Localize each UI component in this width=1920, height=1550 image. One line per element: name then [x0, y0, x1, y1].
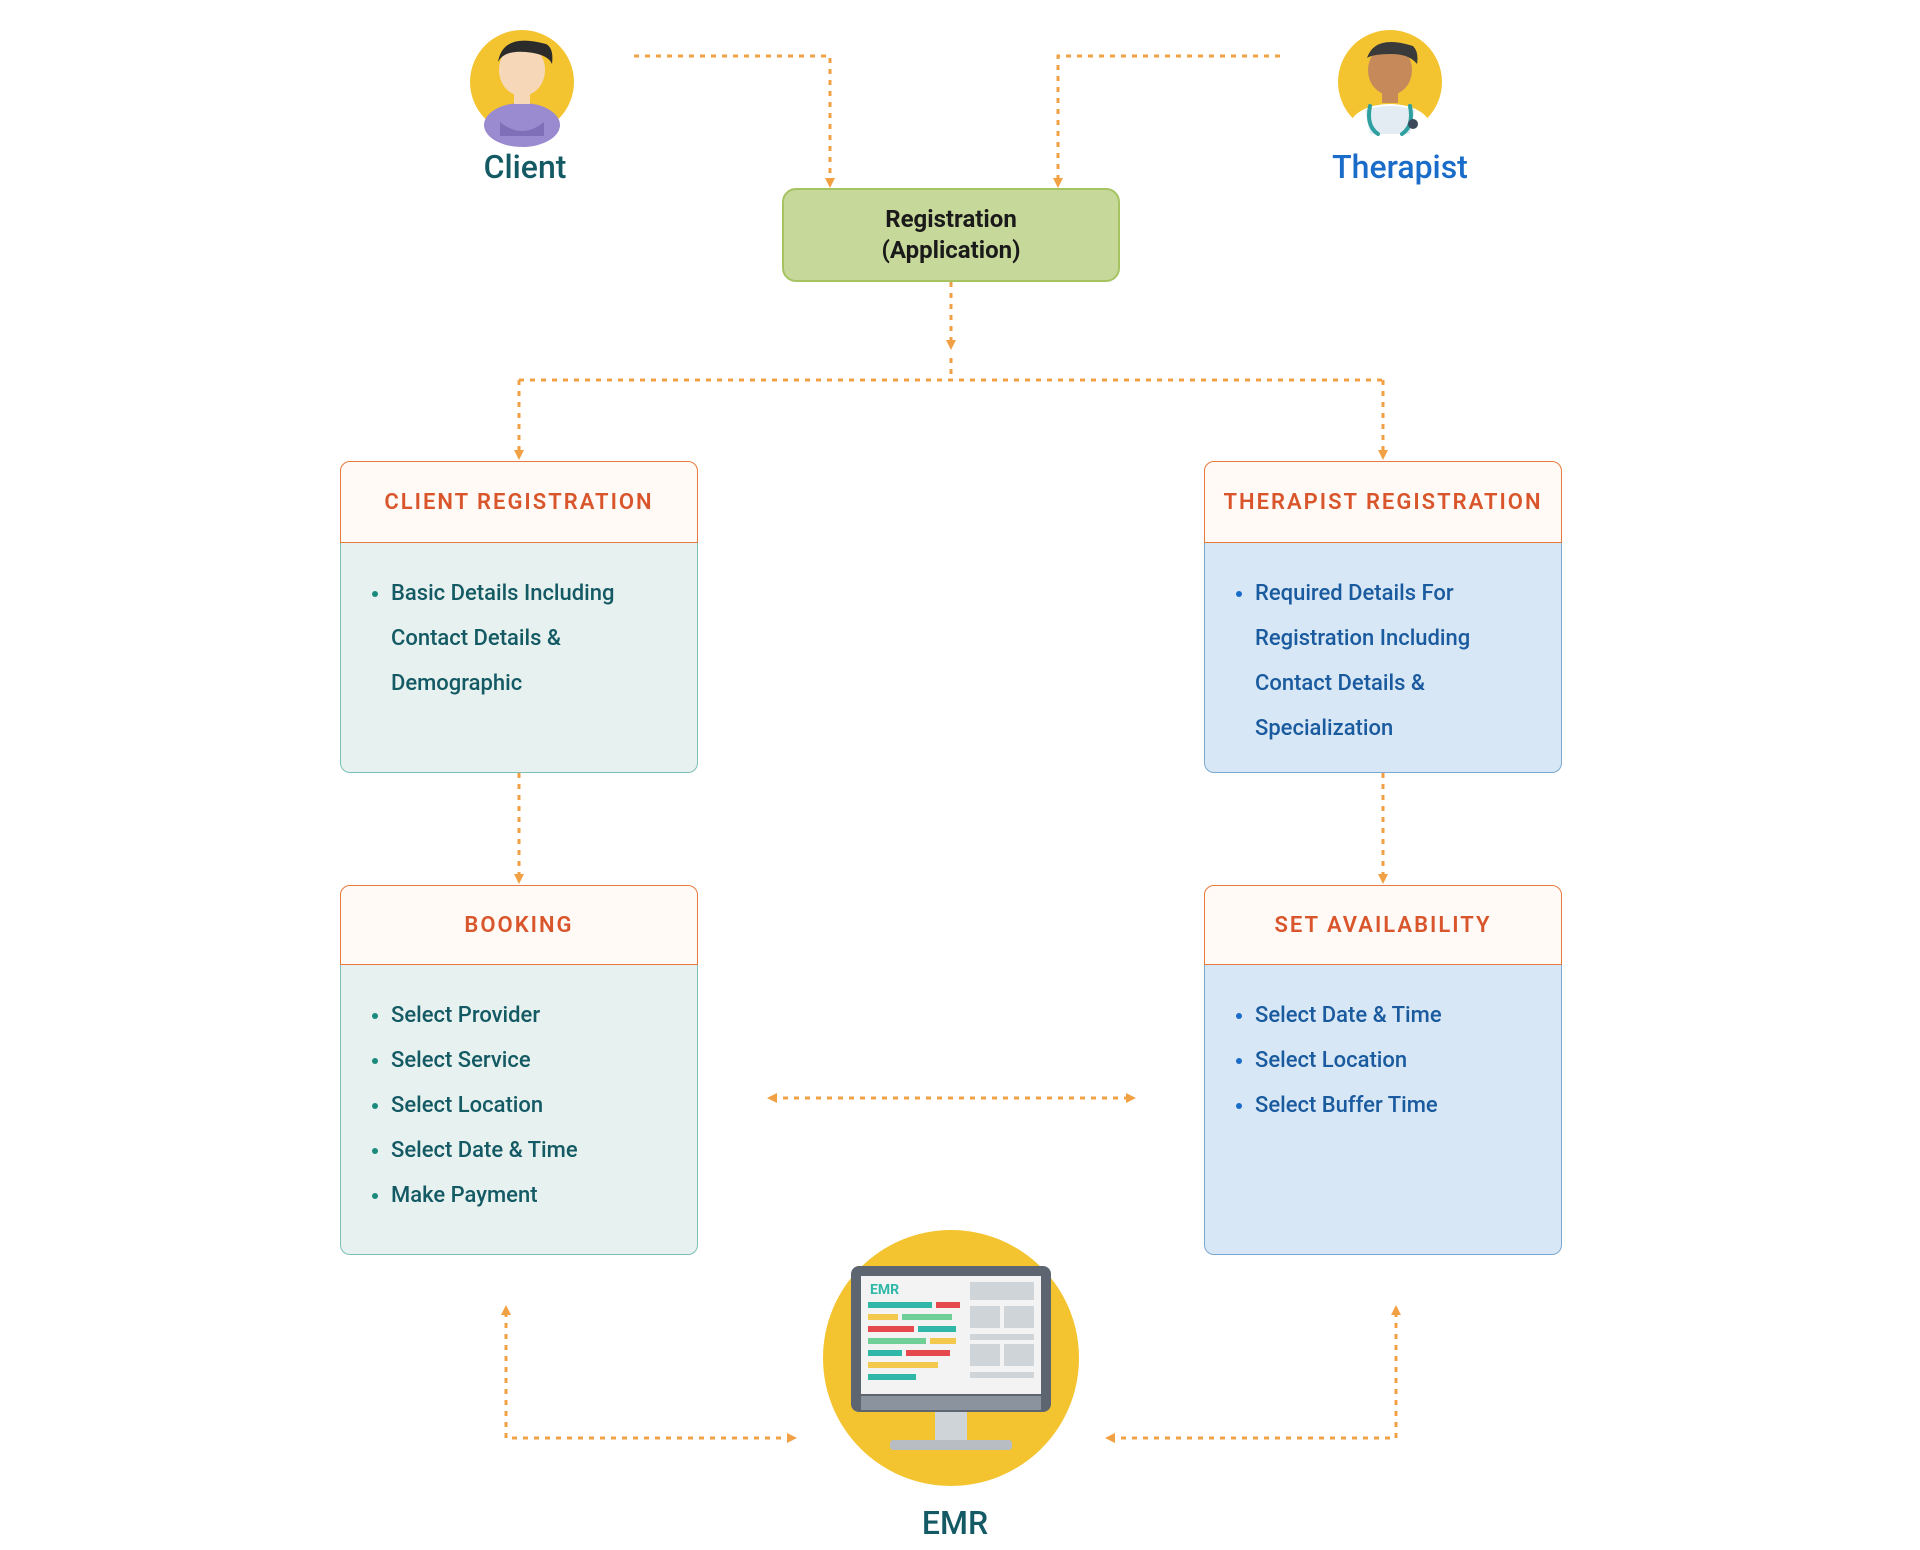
diagram-canvas: EMR Client Therapist Regis	[0, 0, 1920, 1550]
registration-box: Registration (Application)	[782, 188, 1120, 282]
availability-body: Select Date & TimeSelect LocationSelect …	[1204, 965, 1562, 1255]
arrow-client-to-reg-down	[634, 56, 830, 183]
therapist-avatar-icon	[1338, 30, 1442, 148]
booking-list: Select ProviderSelect ServiceSelect Loca…	[369, 993, 669, 1218]
therapist-reg-item: Required Details For Registration Includ…	[1255, 571, 1533, 751]
availability-list: Select Date & TimeSelect LocationSelect …	[1233, 993, 1533, 1128]
booking-head: BOOKING	[340, 885, 698, 965]
therapist-label: Therapist	[1300, 148, 1500, 186]
registration-line1: Registration	[794, 204, 1108, 235]
availability-head: SET AVAILABILITY	[1204, 885, 1562, 965]
client-registration-body: Basic Details Including Contact Details …	[340, 543, 698, 773]
client-label: Client	[440, 148, 610, 186]
client-registration-head: CLIENT REGISTRATION	[340, 461, 698, 543]
booking-item: Select Service	[391, 1038, 669, 1083]
emr-screen-label: EMR	[870, 1282, 899, 1298]
availability-item: Select Location	[1255, 1038, 1533, 1083]
client-reg-item: Basic Details Including Contact Details …	[391, 571, 669, 706]
booking-body: Select ProviderSelect ServiceSelect Loca…	[340, 965, 698, 1255]
availability-item: Select Date & Time	[1255, 993, 1533, 1038]
client-avatar-icon	[470, 30, 574, 147]
arrow-emr-to-left	[506, 1310, 792, 1438]
therapist-registration-head: THERAPIST REGISTRATION	[1204, 461, 1562, 543]
emr-label: EMR	[900, 1504, 1010, 1542]
arrow-emr-to-right	[1110, 1310, 1396, 1438]
booking-item: Select Date & Time	[391, 1128, 669, 1173]
emr-icon: EMR	[823, 1230, 1079, 1486]
arrow-therapist-to-reg-down	[1058, 56, 1280, 183]
booking-item: Select Provider	[391, 993, 669, 1038]
booking-item: Make Payment	[391, 1173, 669, 1218]
therapist-registration-body: Required Details For Registration Includ…	[1204, 543, 1562, 773]
booking-item: Select Location	[391, 1083, 669, 1128]
registration-line2: (Application)	[794, 235, 1108, 266]
availability-item: Select Buffer Time	[1255, 1083, 1533, 1128]
